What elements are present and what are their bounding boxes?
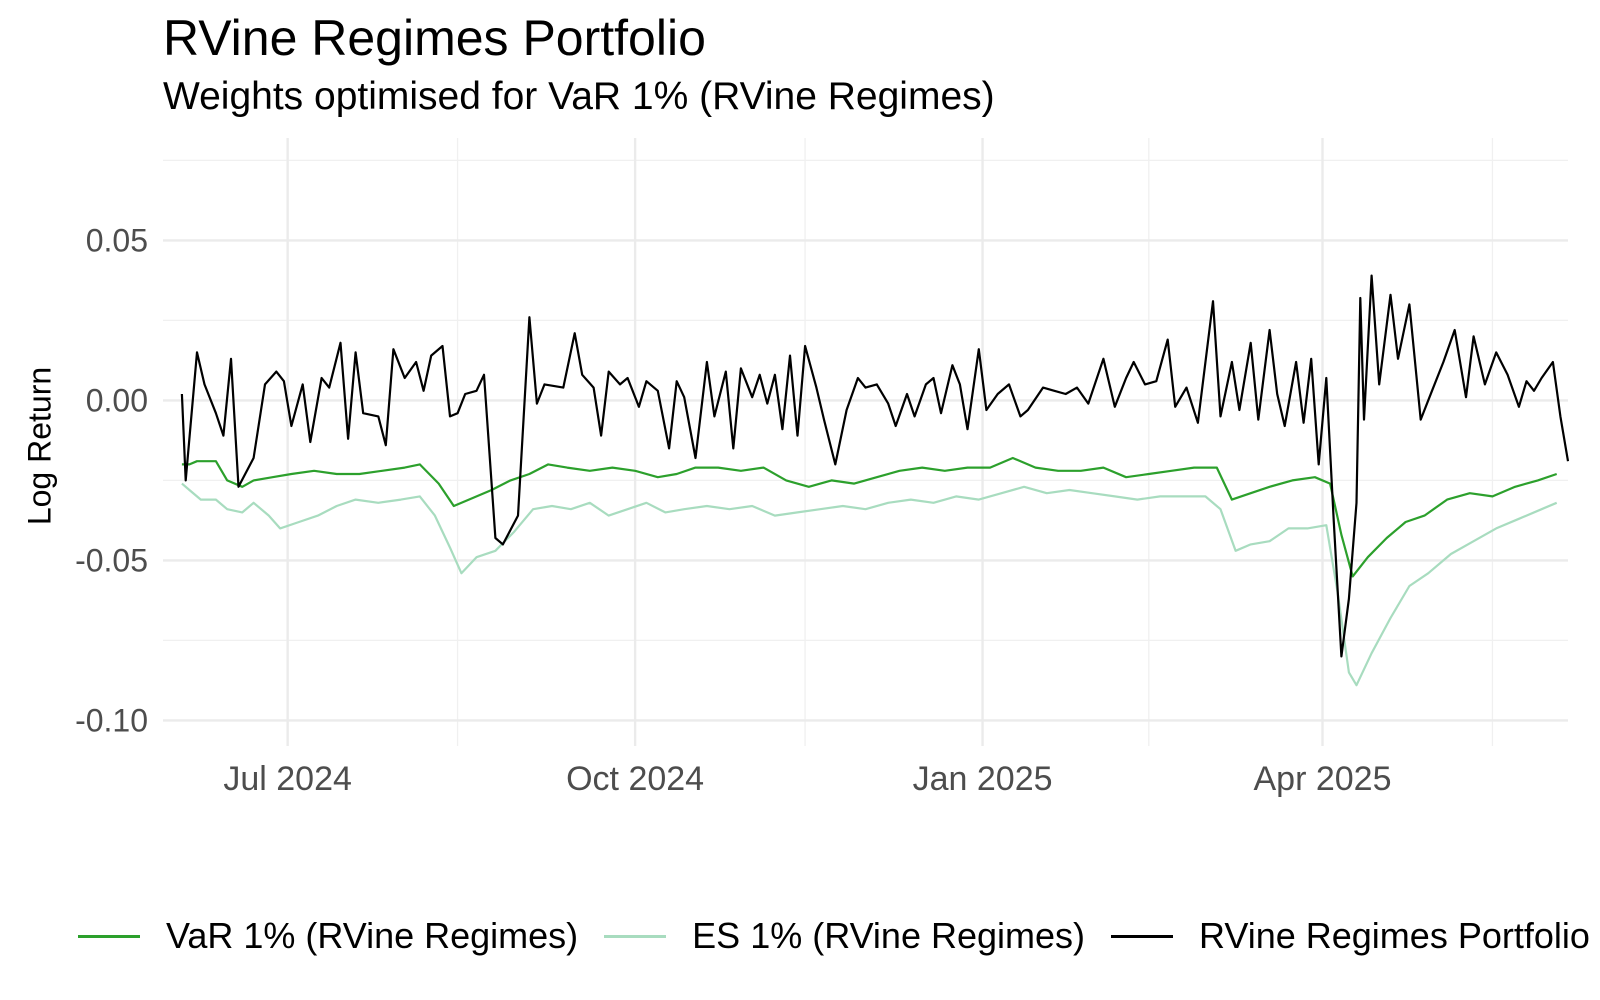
x-tick-label: Jan 2025 [913,760,1053,798]
legend: VaR 1% (RVine Regimes) ES 1% (RVine Regim… [78,906,1600,966]
legend-label: RVine Regimes Portfolio [1199,915,1590,956]
legend-item: ES 1% (RVine Regimes) [604,916,1085,956]
legend-item: RVine Regimes Portfolio [1111,916,1590,956]
x-tick-label: Jul 2024 [223,760,352,798]
y-tick-label: -0.10 [75,702,148,738]
series-line-rvine-regimes-portfolio [180,274,1570,658]
legend-key-line [1111,934,1174,938]
chart-subtitle: Weights optimised for VaR 1% (RVine Regi… [163,75,995,118]
chart-title: RVine Regimes Portfolio [163,10,706,66]
legend-key-line [78,934,140,938]
legend-item: VaR 1% (RVine Regimes) [78,916,578,956]
y-tick-label: 0.05 [86,222,148,258]
legend-label: VaR 1% (RVine Regimes) [166,915,579,956]
series-line-var-1-rvine-regimes [181,456,1558,578]
y-tick-label: 0.00 [86,382,148,418]
legend-key-line [604,934,667,938]
series-line-es-1-rvine-regimes [181,482,1558,687]
y-tick-label: -0.05 [75,542,148,578]
x-tick-label: Oct 2024 [566,760,704,798]
legend-label: ES 1% (RVine Regimes) [692,915,1086,956]
x-tick-label: Apr 2025 [1254,760,1392,798]
